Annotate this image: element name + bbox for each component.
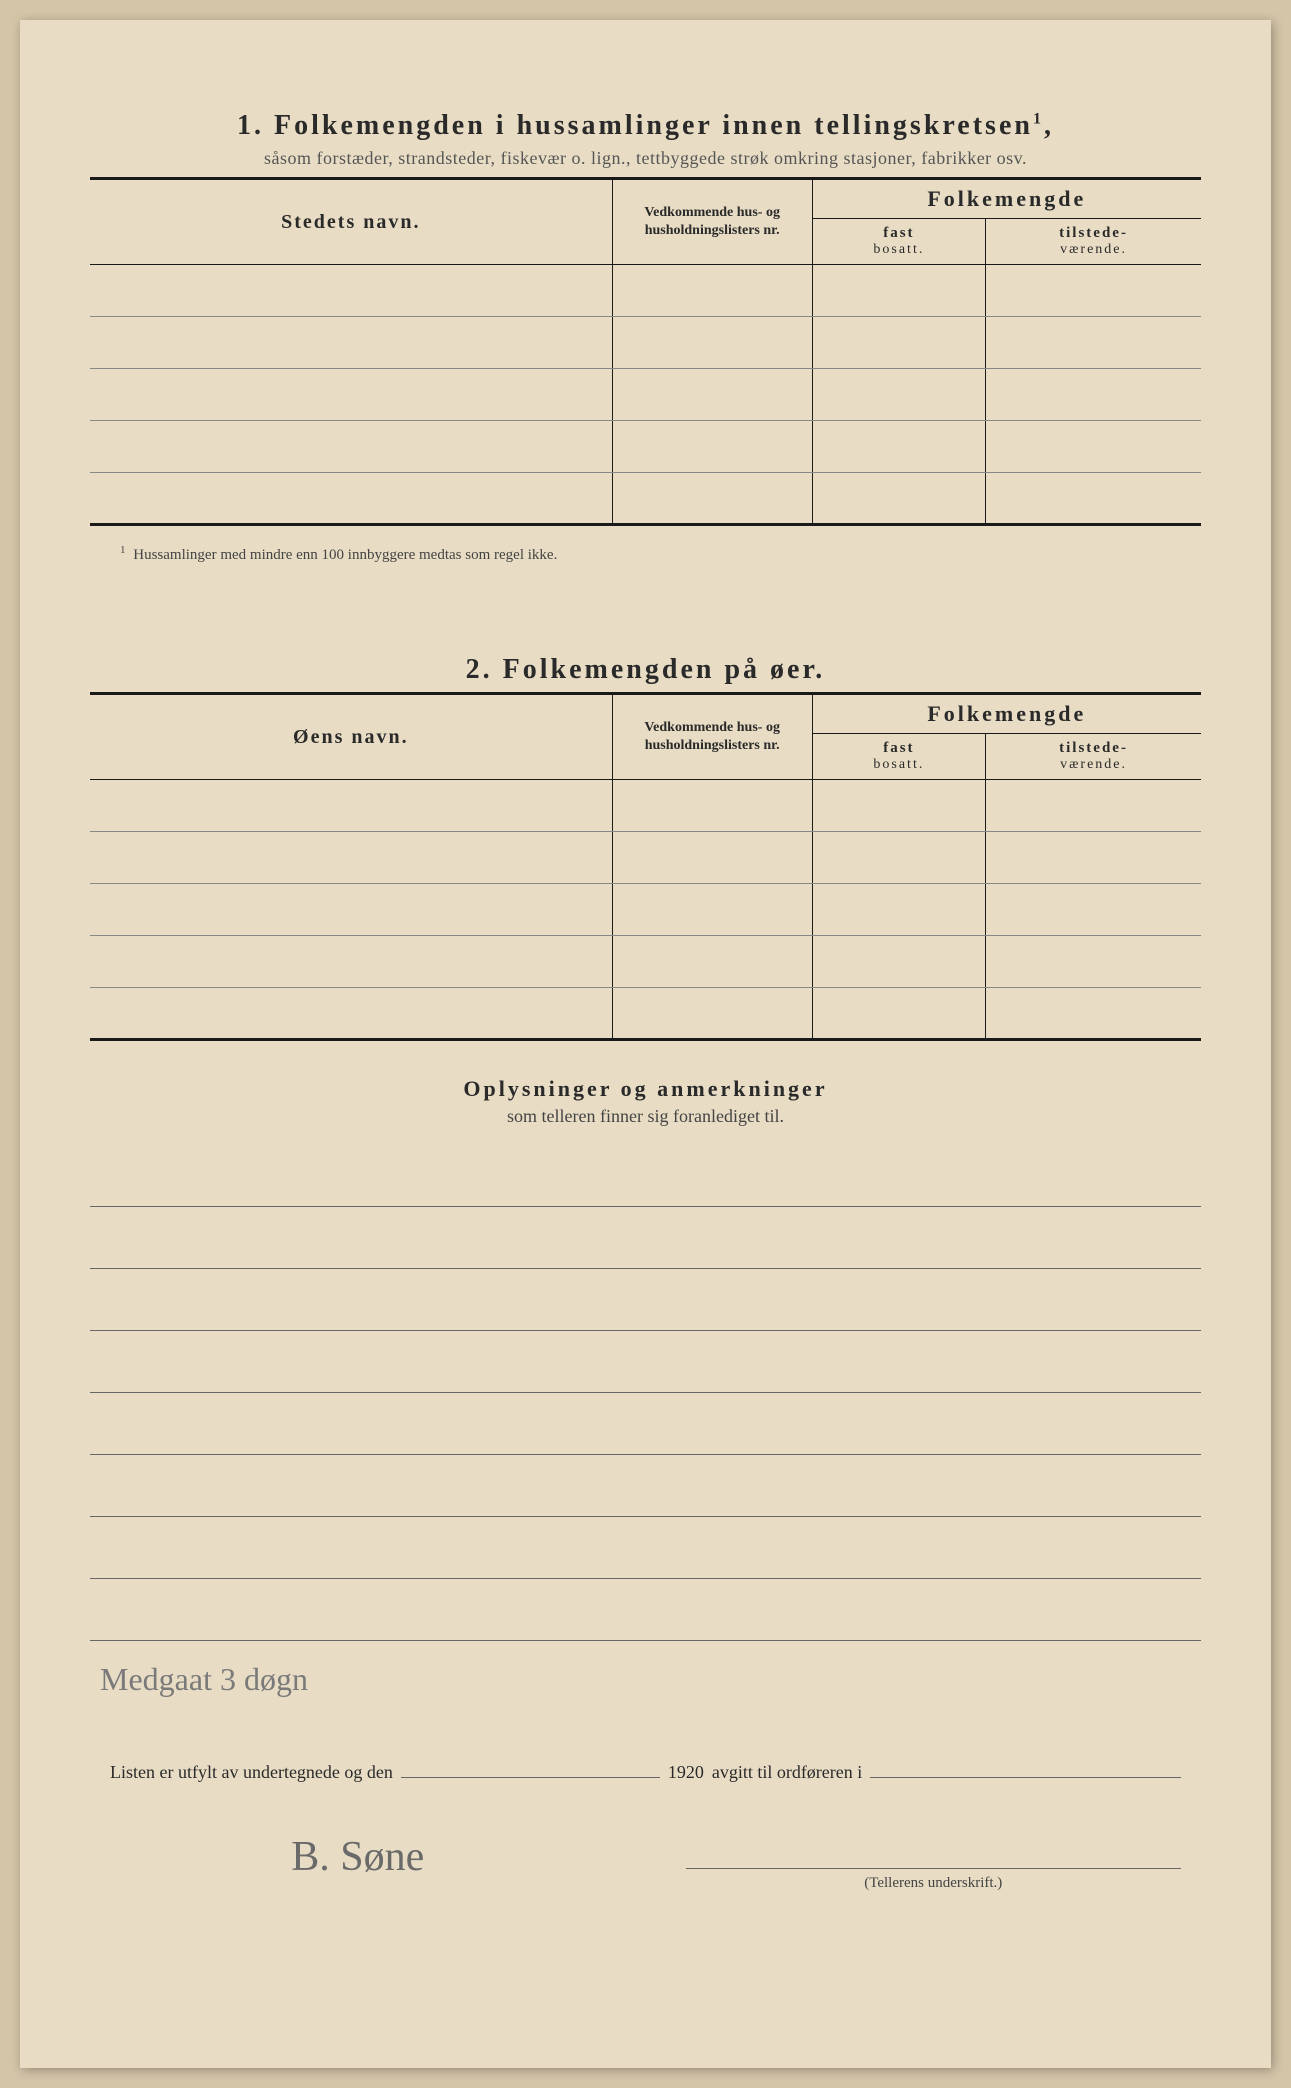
section-1-superscript: 1 xyxy=(1033,111,1044,128)
col-header-name: Stedets navn. xyxy=(90,180,612,265)
col-header-folkemengde: Folkemengde xyxy=(812,180,1201,219)
remarks-line xyxy=(90,1331,1201,1393)
section-1-number: 1. xyxy=(237,110,264,141)
col-header-fast-2: fast bosatt. xyxy=(812,734,985,780)
col-fast-small-2: bosatt. xyxy=(823,757,975,773)
signature-middle: avgitt til ordføreren i xyxy=(712,1762,862,1783)
section-1-subtitle: såsom forstæder, strandsteder, fiskevær … xyxy=(90,148,1201,169)
signature-underline-box: (Tellerens underskrift.) xyxy=(686,1833,1182,1892)
section-1-footnote: 1 Hussamlinger med mindre enn 100 innbyg… xyxy=(90,544,1201,564)
table-row xyxy=(90,421,1201,473)
section-1-title: 1. Folkemengden i hussamlinger innen tel… xyxy=(90,110,1201,142)
signature-row: B. Søne (Tellerens underskrift.) xyxy=(90,1833,1201,1892)
table-row xyxy=(90,780,1201,832)
section-2-table: Øens navn. Vedkommende hus- og husholdni… xyxy=(90,695,1201,1041)
table-row xyxy=(90,884,1201,936)
remarks-line xyxy=(90,1207,1201,1269)
col-header-name-2: Øens navn. xyxy=(90,695,612,780)
section-1-table: Stedets navn. Vedkommende hus- og hushol… xyxy=(90,180,1201,526)
signature-underline xyxy=(686,1833,1182,1869)
section-2: 2. Folkemengden på øer. Øens navn. Vedko… xyxy=(90,654,1201,1041)
section-1-tbody xyxy=(90,265,1201,525)
remarks-title: Oplysninger og anmerkninger xyxy=(90,1076,1201,1102)
section-2-number: 2. xyxy=(466,654,493,685)
table-row xyxy=(90,832,1201,884)
section-2-title: 2. Folkemengden på øer. xyxy=(90,654,1201,686)
signature-blank-place xyxy=(870,1758,1181,1778)
handwritten-note: Medgaat 3 døgn xyxy=(90,1661,1201,1698)
col-tilstede-bold: tilstede- xyxy=(1059,225,1128,241)
signature-handwritten: B. Søne xyxy=(110,1833,606,1886)
remarks-subtitle: som telleren finner sig foranlediget til… xyxy=(90,1106,1201,1127)
remarks-line xyxy=(90,1579,1201,1641)
remarks-section: Oplysninger og anmerkninger som telleren… xyxy=(90,1076,1201,1641)
section-gap-1 xyxy=(90,564,1201,654)
section-1: 1. Folkemengden i hussamlinger innen tel… xyxy=(90,110,1201,564)
table-row xyxy=(90,473,1201,525)
col-fast-bold-2: fast xyxy=(883,740,914,756)
census-form-page: 1. Folkemengden i hussamlinger innen tel… xyxy=(20,20,1271,2068)
col-fast-small: bosatt. xyxy=(823,242,975,258)
col-header-fast: fast bosatt. xyxy=(812,219,985,265)
footnote-text: Hussamlinger med mindre enn 100 innbygge… xyxy=(133,547,557,563)
section-2-title-text: Folkemengden på øer. xyxy=(503,654,826,685)
col-tilstede-bold-2: tilstede- xyxy=(1059,740,1128,756)
col-header-folkemengde-2: Folkemengde xyxy=(812,695,1201,734)
remarks-line xyxy=(90,1269,1201,1331)
table-row xyxy=(90,369,1201,421)
col-tilstede-small: værende. xyxy=(996,242,1191,258)
col-header-tilstede: tilstede- værende. xyxy=(986,219,1201,265)
col-fast-bold: fast xyxy=(883,225,914,241)
table-row xyxy=(90,988,1201,1040)
col-header-reference-2: Vedkommende hus- og husholdningslisters … xyxy=(612,695,812,780)
table-row xyxy=(90,265,1201,317)
signature-line: Listen er utfylt av undertegnede og den … xyxy=(90,1758,1201,1783)
remarks-line xyxy=(90,1517,1201,1579)
remarks-line xyxy=(90,1393,1201,1455)
signature-blank-date xyxy=(401,1758,660,1778)
section-1-title-text: Folkemengden i hussamlinger innen tellin… xyxy=(274,110,1033,141)
table-row xyxy=(90,936,1201,988)
table-row xyxy=(90,317,1201,369)
remarks-lines xyxy=(90,1145,1201,1641)
col-tilstede-small-2: værende. xyxy=(996,757,1191,773)
remarks-line xyxy=(90,1455,1201,1517)
signature-caption: (Tellerens underskrift.) xyxy=(686,1875,1182,1892)
remarks-line xyxy=(90,1145,1201,1207)
signature-year: 1920 xyxy=(668,1762,704,1783)
col-header-tilstede-2: tilstede- værende. xyxy=(986,734,1201,780)
section-2-tbody xyxy=(90,780,1201,1040)
signature-prefix: Listen er utfylt av undertegnede og den xyxy=(110,1762,393,1783)
footnote-marker: 1 xyxy=(120,544,126,556)
col-header-reference: Vedkommende hus- og husholdningslisters … xyxy=(612,180,812,265)
signature-name-box: B. Søne xyxy=(110,1833,606,1892)
